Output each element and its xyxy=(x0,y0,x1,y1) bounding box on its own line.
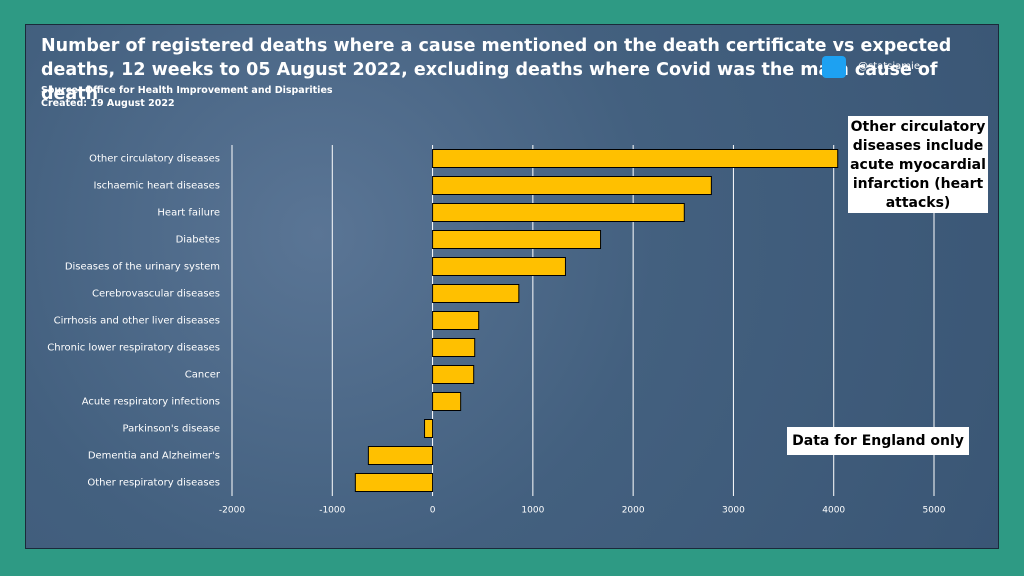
y-tick-label: Dementia and Alzheimer's xyxy=(88,451,220,462)
y-tick-label: Parkinson's disease xyxy=(122,424,220,435)
bar xyxy=(432,149,839,168)
annotation: Other circulatory diseases include acute… xyxy=(848,116,988,213)
y-tick-label: Diseases of the urinary system xyxy=(65,262,220,273)
bar xyxy=(354,473,434,492)
created: Created: 19 August 2022 xyxy=(41,98,175,109)
twitter-handle: @statsjamie xyxy=(858,61,920,72)
y-tick-label: Cerebrovascular diseases xyxy=(92,289,220,300)
y-tick-label: Other circulatory diseases xyxy=(89,154,220,165)
x-tick-label: 4000 xyxy=(822,506,845,516)
bar xyxy=(432,176,712,195)
x-tick-label: -2000 xyxy=(219,506,245,516)
bar xyxy=(432,365,475,384)
bar xyxy=(432,338,476,357)
y-tick-label: Chronic lower respiratory diseases xyxy=(47,343,220,354)
x-tick-label: 3000 xyxy=(722,506,745,516)
annotation: Data for England only xyxy=(787,427,969,455)
bar xyxy=(432,203,685,222)
x-tick-label: 0 xyxy=(430,506,436,516)
y-tick-label: Other respiratory diseases xyxy=(87,478,220,489)
bar xyxy=(432,257,566,276)
bar xyxy=(432,230,602,249)
bar xyxy=(424,419,434,438)
chart-title: Number of registered deaths where a caus… xyxy=(41,36,952,104)
y-tick-label: Diabetes xyxy=(176,235,220,246)
x-tick-label: -1000 xyxy=(319,506,345,516)
x-tick-label: 2000 xyxy=(622,506,645,516)
y-tick-label: Cirrhosis and other liver diseases xyxy=(54,316,220,327)
source: Source: Office for Health Improvement an… xyxy=(41,85,333,96)
bar xyxy=(367,446,434,465)
y-tick-label: Cancer xyxy=(185,370,221,381)
twitter-icon xyxy=(822,56,846,78)
y-tick-label: Heart failure xyxy=(157,208,220,219)
bar xyxy=(432,311,480,330)
x-tick-label: 5000 xyxy=(923,506,946,516)
y-tick-label: Acute respiratory infections xyxy=(82,397,220,408)
bar xyxy=(432,284,520,303)
bar xyxy=(432,392,462,411)
y-tick-label: Ischaemic heart diseases xyxy=(94,181,221,192)
x-tick-label: 1000 xyxy=(521,506,544,516)
